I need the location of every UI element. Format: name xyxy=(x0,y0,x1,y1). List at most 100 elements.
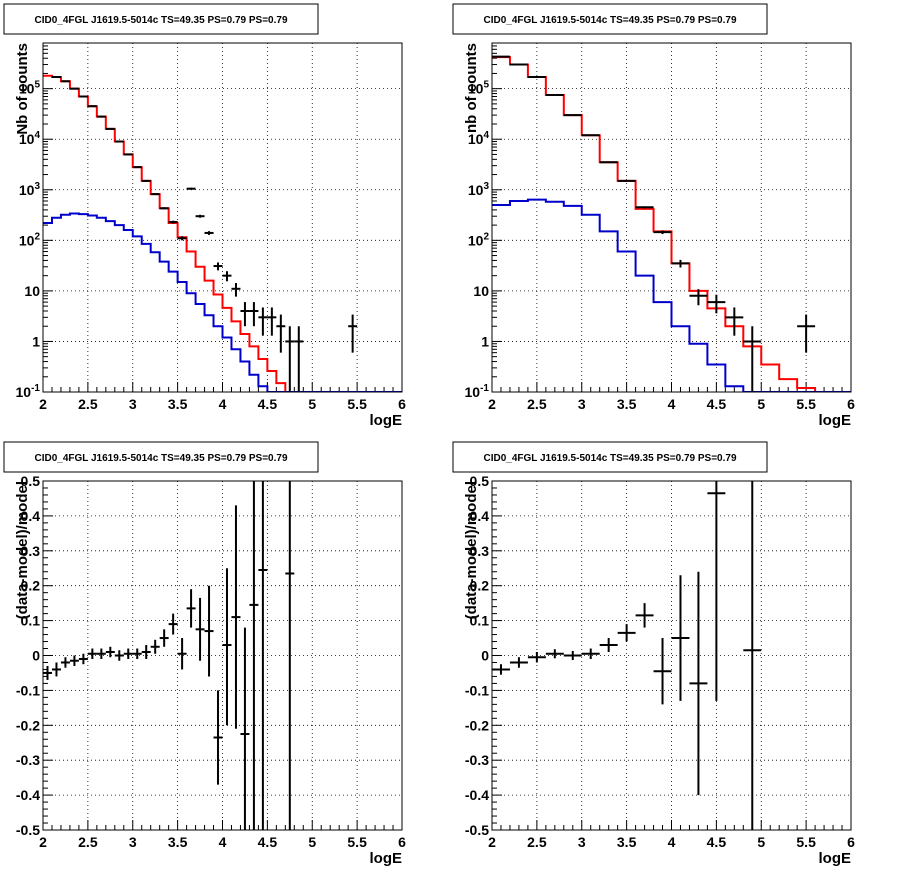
x-tick-labels: 2 2.5 3 3.5 4 4.5 5 5.5 6 xyxy=(488,396,855,412)
y-tick-label: 0.5 xyxy=(470,473,490,489)
x-tick-labels: 2 2.5 3 3.5 4 4.5 5 5.5 6 xyxy=(39,396,406,412)
chart-title: CID0_4FGL J1619.5-5014c TS=49.35 PS=0.79… xyxy=(483,15,736,26)
data-point xyxy=(581,648,600,659)
x-tick-label: 4.5 xyxy=(707,396,727,412)
axis-ticks xyxy=(42,42,403,393)
x-tick-label: 4.5 xyxy=(707,834,727,850)
data-point xyxy=(527,652,546,663)
data-point xyxy=(635,603,654,628)
x-tick-label: 6 xyxy=(398,396,406,412)
y-tick-label: -0.3 xyxy=(465,752,489,768)
y-tick-label: -0.5 xyxy=(16,822,40,838)
data-point xyxy=(348,314,358,353)
x-tick-label: 3.5 xyxy=(168,834,188,850)
title-box xyxy=(452,441,768,473)
data-point xyxy=(195,214,205,218)
data-point xyxy=(51,662,61,677)
y-tick-label: 104 xyxy=(468,130,490,147)
y-tick-label: 0.4 xyxy=(470,508,490,524)
x-tick-label: 2 xyxy=(39,834,47,850)
y-tick-label: 1 xyxy=(32,333,40,349)
x-tick-label: 3.5 xyxy=(168,396,188,412)
data-point xyxy=(141,645,151,659)
y-tick-label: 0.4 xyxy=(21,508,41,524)
data-point xyxy=(231,505,241,729)
data-layer xyxy=(492,481,762,830)
x-tick-label: 3 xyxy=(129,834,137,850)
plot-area xyxy=(492,481,851,830)
x-tick-label: 2.5 xyxy=(527,396,547,412)
data-point xyxy=(797,314,816,353)
plot-area xyxy=(492,43,851,392)
data-point xyxy=(249,302,259,327)
title-box xyxy=(452,3,768,35)
data-point xyxy=(222,568,232,726)
data-point xyxy=(653,638,672,705)
data-point xyxy=(132,648,142,659)
data-point xyxy=(168,613,178,635)
y-tick-label: 10 xyxy=(473,283,489,299)
y-tick-label: 10 xyxy=(24,283,40,299)
y-axis-label: nb of counts xyxy=(463,43,480,133)
data-point xyxy=(671,259,690,268)
x-tick-label: 6 xyxy=(847,396,855,412)
chart-panel-top-right: 2 2.5 3 3.5 4 4.5 5 5.5 6 10-1 1 10 102 103 104 105 logE… xyxy=(452,3,855,429)
data-point xyxy=(177,638,187,670)
data-point xyxy=(635,206,654,209)
x-tick-label: 2.5 xyxy=(78,396,98,412)
data-point xyxy=(177,236,187,241)
axis-ticks xyxy=(491,42,852,393)
data-point xyxy=(563,650,582,661)
data-point xyxy=(653,230,672,235)
x-tick-label: 5.5 xyxy=(796,834,816,850)
data-point xyxy=(689,289,708,306)
x-tick-label: 3 xyxy=(578,834,586,850)
data-point xyxy=(725,307,744,336)
data-point xyxy=(150,639,160,654)
plot-frame xyxy=(42,480,403,831)
data-point xyxy=(267,307,277,336)
x-tick-labels: 2 2.5 3 3.5 4 4.5 5 5.5 6 xyxy=(488,834,855,850)
data-point xyxy=(195,597,205,661)
y-tick-label: 103 xyxy=(468,181,490,198)
x-tick-label: 3 xyxy=(578,396,586,412)
x-tick-label: 3 xyxy=(129,396,137,412)
data-point xyxy=(168,220,178,224)
y-tick-label: -0.5 xyxy=(465,822,489,838)
x-tick-label: 5.5 xyxy=(347,834,367,850)
y-tick-label: 103 xyxy=(19,181,41,198)
x-tick-label: 3.5 xyxy=(617,396,637,412)
y-tick-label: 0.3 xyxy=(21,543,41,559)
x-tick-label: 5 xyxy=(308,834,316,850)
title-box xyxy=(3,441,319,473)
data-point xyxy=(545,649,564,659)
y-tick-label: 104 xyxy=(19,130,41,147)
data-point xyxy=(159,207,169,210)
data-point xyxy=(96,648,106,659)
histogram-total-model xyxy=(43,74,402,392)
x-tick-label: 4 xyxy=(668,396,676,412)
data-point xyxy=(123,153,133,156)
y-tick-labels: -0.5 -0.4 -0.3 -0.2 -0.1 0 0.1 0.2 0.3 0.4 0.5 xyxy=(465,473,489,838)
x-tick-label: 4.5 xyxy=(258,834,278,850)
data-point xyxy=(78,653,88,665)
data-point xyxy=(599,161,618,164)
y-tick-labels: 10-1 1 10 102 103 104 105 xyxy=(465,80,490,400)
y-tick-label: -0.1 xyxy=(465,682,489,698)
y-tick-label: -0.4 xyxy=(465,787,489,803)
y-tick-label: 0.3 xyxy=(470,543,490,559)
data-layer xyxy=(43,481,295,830)
data-point xyxy=(69,655,79,666)
y-tick-label: 0 xyxy=(481,648,489,664)
data-point xyxy=(509,657,528,668)
data-point xyxy=(294,326,304,392)
x-tick-label: 4 xyxy=(219,396,227,412)
data-point xyxy=(240,302,250,327)
chart-panel-bottom-left: 2 2.5 3 3.5 4 4.5 5 5.5 6 -0.5 -0.4 -0.3 -0.2 -0.1 0 0.… xyxy=(3,441,406,867)
data-point xyxy=(258,481,268,830)
x-tick-label: 4 xyxy=(219,834,227,850)
x-tick-label: 2.5 xyxy=(527,834,547,850)
y-axis-label: (data-model)/model xyxy=(14,481,31,619)
data-point xyxy=(671,575,690,701)
x-tick-labels: 2 2.5 3 3.5 4 4.5 5 5.5 6 xyxy=(39,834,406,850)
